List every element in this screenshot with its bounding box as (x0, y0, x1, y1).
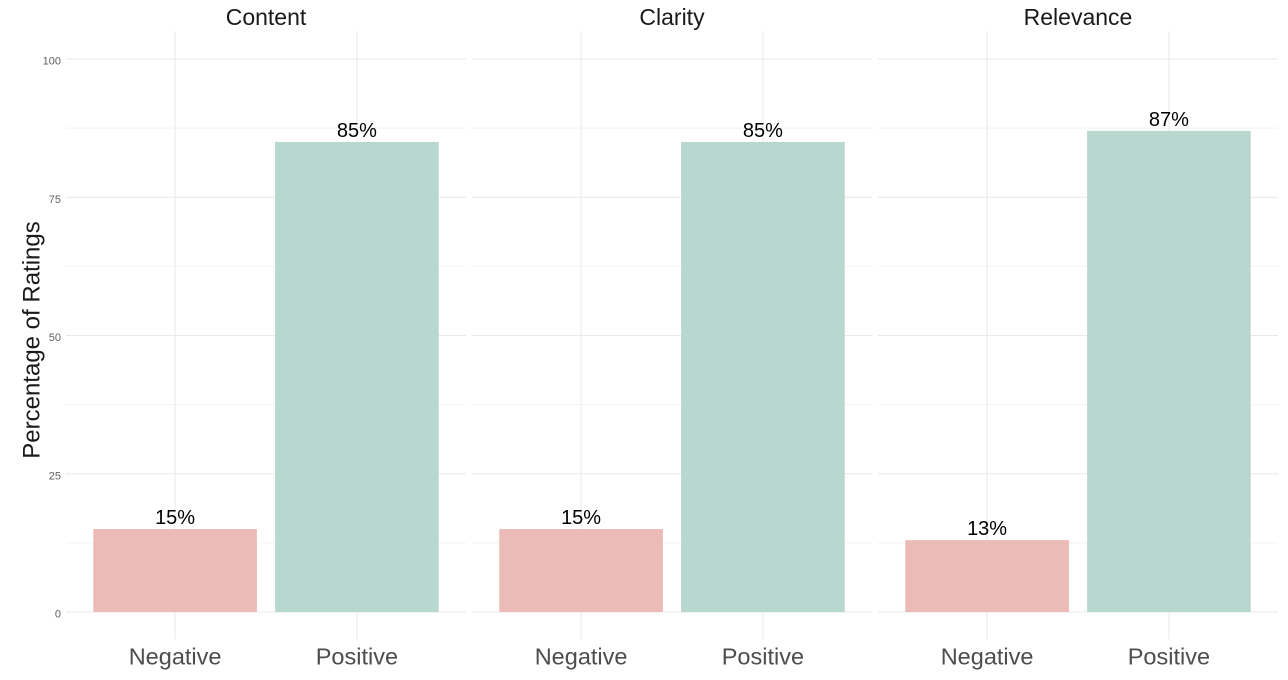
svg-text:15%: 15% (561, 507, 601, 529)
svg-text:13%: 13% (967, 518, 1007, 540)
svg-text:87%: 87% (1149, 109, 1189, 131)
svg-text:Percentage of Ratings: Percentage of Ratings (19, 221, 46, 458)
svg-text:Positive: Positive (316, 644, 398, 670)
svg-text:Positive: Positive (1128, 644, 1210, 670)
svg-text:Negative: Negative (941, 644, 1034, 670)
svg-text:85%: 85% (337, 120, 377, 142)
svg-text:0: 0 (55, 609, 61, 621)
svg-text:Positive: Positive (722, 644, 804, 670)
svg-text:100: 100 (43, 56, 61, 68)
svg-text:15%: 15% (155, 507, 195, 529)
svg-text:Negative: Negative (129, 644, 222, 670)
svg-text:85%: 85% (743, 120, 783, 142)
svg-text:25: 25 (49, 470, 61, 482)
svg-text:Clarity: Clarity (639, 4, 705, 30)
svg-text:Negative: Negative (535, 644, 628, 670)
svg-text:50: 50 (49, 332, 61, 344)
svg-text:Relevance: Relevance (1024, 4, 1133, 30)
svg-text:75: 75 (49, 194, 61, 206)
svg-text:Content: Content (226, 4, 307, 30)
